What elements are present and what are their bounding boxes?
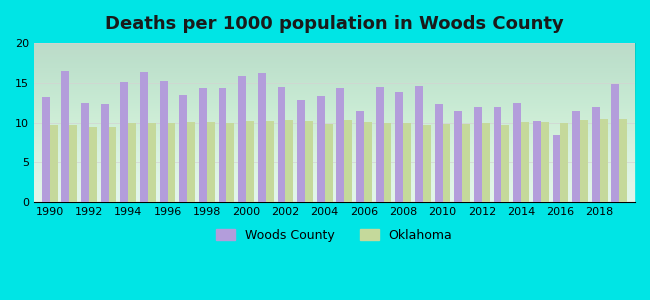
Bar: [218, 88, 226, 202]
Bar: [533, 121, 541, 202]
Bar: [49, 125, 58, 202]
Bar: [443, 124, 450, 202]
Bar: [415, 86, 423, 202]
Title: Deaths per 1000 population in Woods County: Deaths per 1000 population in Woods Coun…: [105, 15, 564, 33]
Bar: [462, 124, 470, 202]
Bar: [344, 120, 352, 202]
Bar: [474, 107, 482, 202]
Bar: [148, 123, 156, 202]
Bar: [266, 121, 274, 202]
Bar: [592, 107, 600, 202]
Bar: [187, 122, 195, 202]
Bar: [552, 135, 560, 202]
Bar: [493, 107, 501, 202]
Bar: [560, 123, 568, 202]
Bar: [356, 111, 364, 202]
Bar: [160, 81, 168, 202]
Legend: Woods County, Oklahoma: Woods County, Oklahoma: [211, 224, 458, 247]
Bar: [514, 103, 521, 202]
Bar: [226, 123, 234, 202]
Bar: [403, 123, 411, 202]
Bar: [612, 83, 619, 202]
Bar: [600, 118, 608, 202]
Bar: [317, 95, 324, 202]
Bar: [285, 120, 293, 202]
Bar: [324, 124, 333, 202]
Bar: [179, 95, 187, 202]
Bar: [246, 121, 254, 202]
Bar: [120, 82, 128, 202]
Bar: [619, 119, 627, 202]
Bar: [168, 123, 176, 202]
Bar: [305, 121, 313, 202]
Bar: [258, 73, 266, 202]
Bar: [278, 87, 285, 202]
Bar: [454, 111, 462, 202]
Bar: [239, 76, 246, 202]
Bar: [199, 88, 207, 202]
Bar: [572, 111, 580, 202]
Bar: [580, 120, 588, 202]
Bar: [435, 104, 443, 202]
Bar: [109, 128, 116, 202]
Bar: [501, 125, 510, 202]
Bar: [541, 122, 549, 202]
Bar: [70, 125, 77, 202]
Bar: [297, 100, 305, 202]
Bar: [423, 125, 431, 202]
Bar: [395, 92, 403, 202]
Bar: [376, 87, 384, 202]
Bar: [384, 123, 391, 202]
Bar: [337, 88, 344, 202]
Bar: [89, 128, 97, 202]
Bar: [128, 123, 136, 202]
Bar: [207, 122, 215, 202]
Bar: [521, 122, 529, 202]
Bar: [364, 122, 372, 202]
Bar: [482, 123, 489, 202]
Bar: [81, 103, 89, 202]
Bar: [42, 97, 49, 202]
Bar: [140, 72, 148, 202]
Bar: [101, 104, 109, 202]
Bar: [62, 71, 70, 202]
